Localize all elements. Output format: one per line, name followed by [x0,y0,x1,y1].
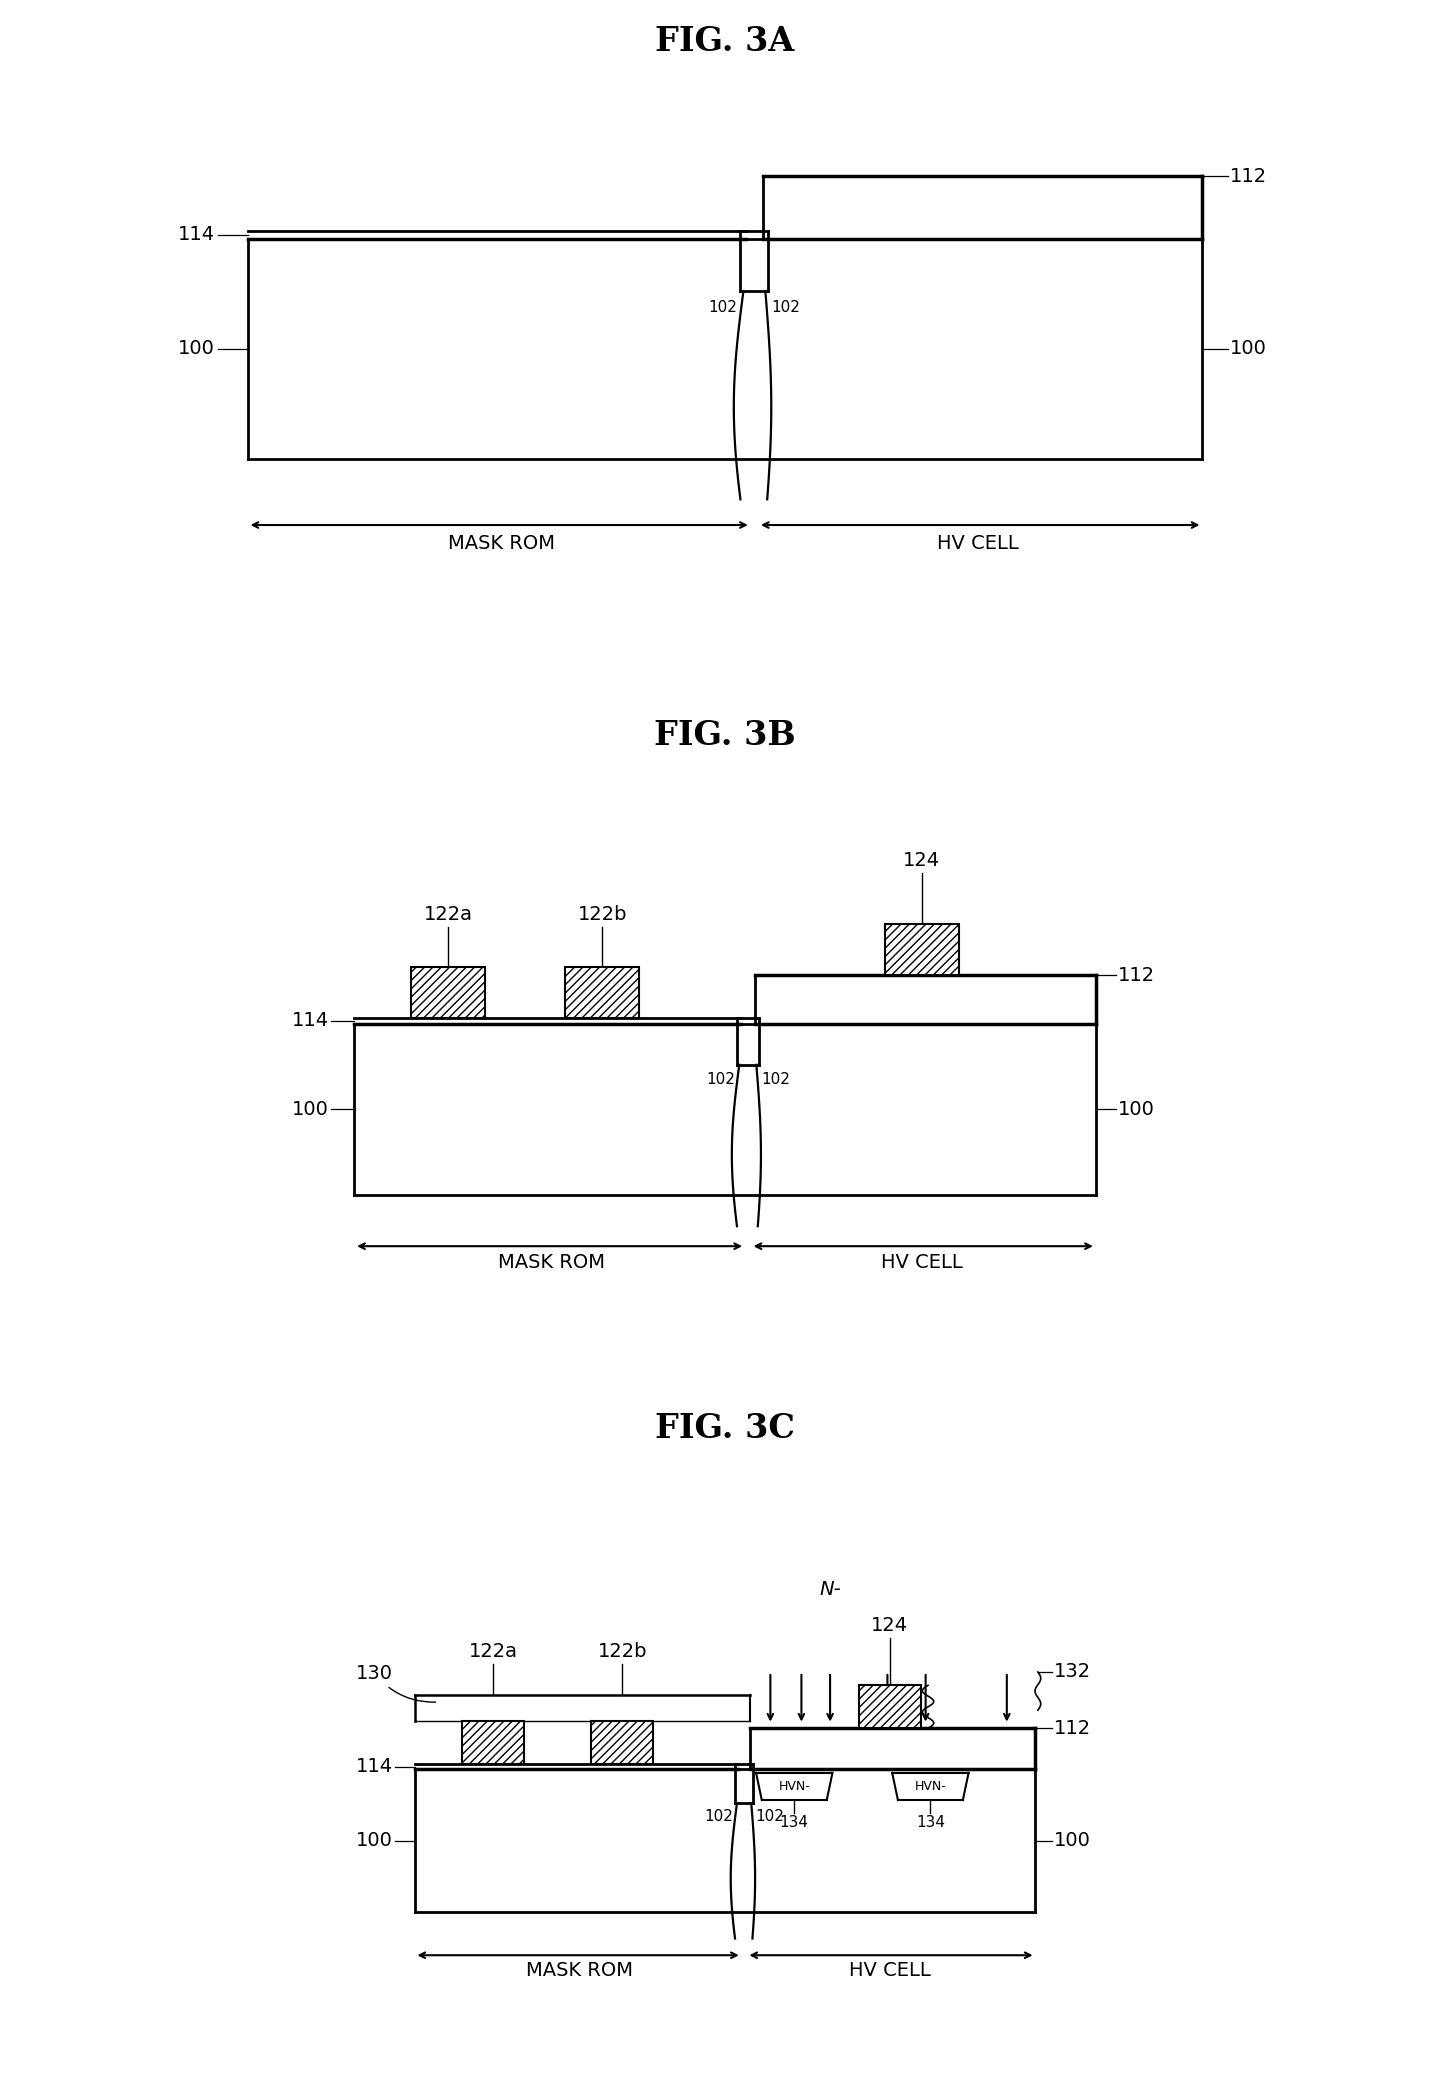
Text: 100: 100 [1054,1831,1090,1849]
Text: HV CELL: HV CELL [882,1253,963,1272]
Text: 134: 134 [780,1816,809,1831]
Bar [566,966,639,1018]
Text: MASK ROM: MASK ROM [526,1962,632,1980]
Bar [884,925,958,975]
Text: MASK ROM: MASK ROM [448,534,554,553]
Title: FIG. 3B: FIG. 3B [654,719,796,752]
Text: MASK ROM: MASK ROM [497,1253,605,1272]
Text: HVN-: HVN- [779,1781,811,1793]
Text: 100: 100 [1230,339,1267,357]
Text: 102: 102 [705,1810,734,1824]
Bar [463,1721,525,1764]
Text: 124: 124 [871,1617,908,1635]
Text: 122a: 122a [423,904,473,925]
Text: 112: 112 [1054,1719,1090,1737]
Text: 124: 124 [903,850,941,871]
Bar [592,1721,654,1764]
Bar [592,1721,654,1764]
Bar [463,1721,525,1764]
Title: FIG. 3C: FIG. 3C [655,1411,795,1444]
Text: 100: 100 [291,1099,329,1118]
Text: 102: 102 [706,1072,735,1087]
Text: 132: 132 [1054,1662,1090,1681]
Bar [858,1685,921,1729]
Bar [412,966,486,1018]
Text: 102: 102 [761,1072,790,1087]
Text: 102: 102 [709,301,738,316]
Title: FIG. 3A: FIG. 3A [655,25,795,58]
Text: HV CELL: HV CELL [938,534,1019,553]
Text: 114: 114 [355,1758,393,1777]
Text: 112: 112 [1230,166,1267,185]
Text: 122a: 122a [468,1642,518,1662]
Text: 130: 130 [357,1664,435,1702]
Text: HV CELL: HV CELL [848,1962,931,1980]
Bar [858,1685,921,1729]
Text: 122b: 122b [597,1642,647,1662]
Text: 134: 134 [916,1816,945,1831]
Bar [884,925,958,975]
Text: 102: 102 [771,301,800,316]
Bar [412,966,486,1018]
Text: 114: 114 [291,1012,329,1031]
Bar [566,966,639,1018]
Text: 122b: 122b [577,904,626,925]
Text: 102: 102 [755,1810,784,1824]
Text: 100: 100 [178,339,215,357]
Text: 100: 100 [357,1831,393,1849]
Text: 100: 100 [1118,1099,1154,1118]
Text: 114: 114 [177,224,215,245]
Text: HVN-: HVN- [915,1781,947,1793]
Text: N-: N- [819,1581,841,1600]
Text: 112: 112 [1118,966,1154,985]
